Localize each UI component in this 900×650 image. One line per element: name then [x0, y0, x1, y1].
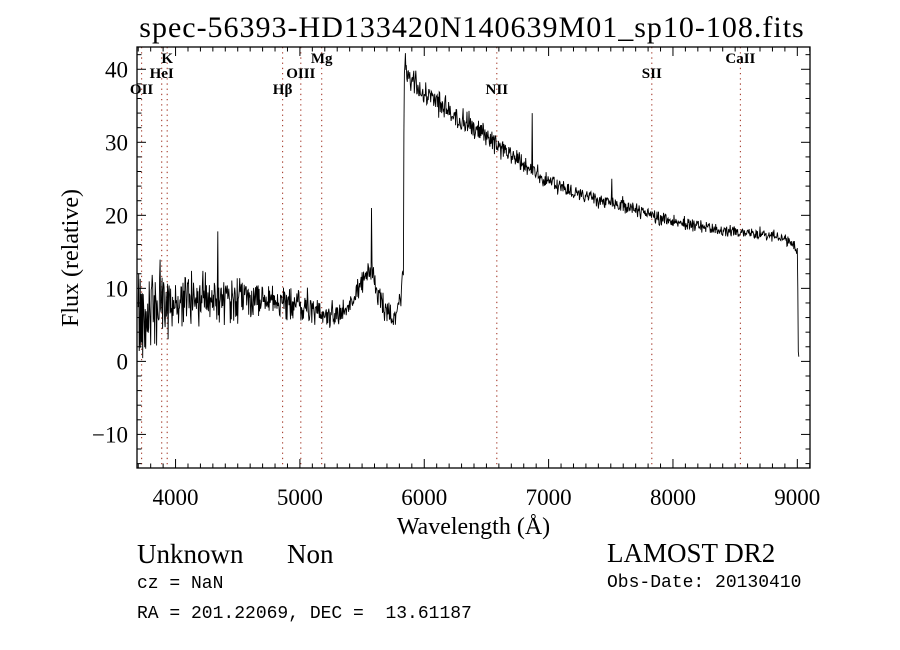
- x-tick-label: 8000: [650, 485, 696, 510]
- y-tick-label: 20: [105, 203, 128, 228]
- line-marker-label-K: K: [161, 51, 173, 67]
- ra-dec-value: RA = 201.22069, DEC = 13.61187: [137, 604, 472, 624]
- y-tick-label: 30: [105, 130, 128, 155]
- x-tick-label: 7000: [526, 485, 572, 510]
- line-marker-label-Hβ: Hβ: [273, 82, 293, 98]
- line-marker-label-CaII: CaII: [725, 51, 755, 67]
- line-marker-label-OIII: OIII: [286, 66, 315, 82]
- line-marker-label-SII: SII: [642, 66, 662, 82]
- obs-date-value: Obs-Date: 20130410: [607, 573, 802, 593]
- x-tick-label: 6000: [401, 485, 447, 510]
- y-axis-title: Flux (relative): [58, 189, 84, 327]
- line-marker-label-HeI: HeI: [150, 66, 174, 82]
- line-marker-label-NII: NII: [486, 82, 509, 98]
- y-tick-label: −10: [92, 422, 128, 447]
- plot-frame: [136, 46, 811, 469]
- line-marker-label-Mg: Mg: [311, 51, 333, 67]
- y-tick-label: 10: [105, 276, 128, 301]
- survey-label: LAMOST DR2: [607, 538, 776, 568]
- object-class-label: Unknown: [137, 539, 244, 569]
- spectrum-trace: [137, 53, 800, 359]
- plot-title: spec-56393-HD133420N140639M01_sp10-108.f…: [139, 11, 805, 44]
- x-tick-label: 5000: [277, 485, 323, 510]
- cz-value: cz = NaN: [137, 574, 224, 594]
- y-tick-label: 40: [105, 57, 128, 82]
- x-tick-label: 4000: [153, 485, 199, 510]
- line-marker-label-OII: OII: [130, 82, 154, 98]
- object-subclass-label: Non: [287, 539, 334, 569]
- x-tick-label: 9000: [774, 485, 820, 510]
- y-tick-label: 0: [117, 349, 129, 374]
- x-axis-title: Wavelength (Å): [397, 514, 550, 540]
